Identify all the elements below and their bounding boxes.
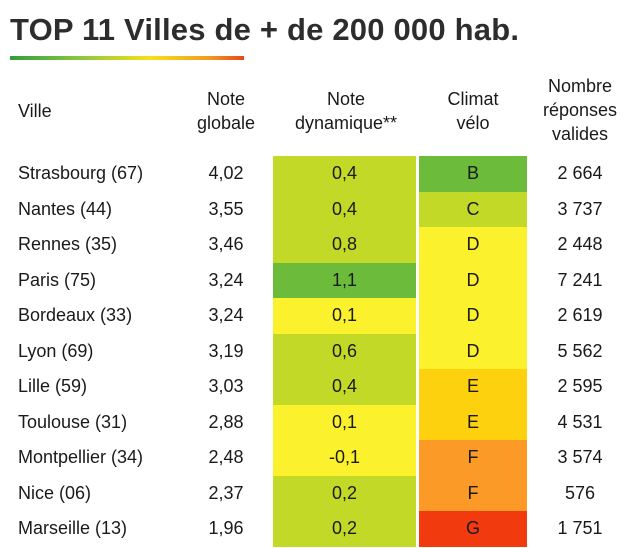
header-ville: Ville — [18, 101, 52, 121]
cell-ville: Nantes (44) — [18, 198, 113, 219]
cell-nombre-reponses: 4 531 — [557, 411, 603, 432]
cell-ville: Rennes (35) — [18, 234, 118, 254]
table-row: Montpellier (34) 2,48 -0,1 F 3 574 — [0, 440, 638, 476]
cell-note-dynamique: 0,1 — [273, 298, 416, 334]
page-title: TOP 11 Villes de + de 200 000 hab. — [10, 12, 520, 47]
cell-note-dynamique: 0,4 — [273, 191, 416, 227]
cell-note-dynamique: -0,1 — [273, 440, 416, 476]
cell-nombre-reponses: 2 664 — [557, 163, 603, 183]
cell-climat-velo: C — [419, 191, 527, 227]
cell-ville: Marseille (13) — [18, 518, 128, 538]
cell-nombre-reponses: 2 448 — [557, 234, 603, 254]
cell-ville: Strasbourg (67) — [18, 163, 144, 183]
table-row: Bordeaux (33) 3,24 0,1 D 2 619 — [0, 298, 638, 334]
cell-nombre-reponses: 576 — [564, 482, 596, 503]
table-row: Rennes (35) 3,46 0,8 D 2 448 — [0, 227, 638, 263]
header-climat-velo-line2: vélo — [456, 113, 490, 133]
table-row: Paris (75) 3,24 1,1 D 7 241 — [0, 262, 638, 298]
title-gradient-bar — [10, 56, 244, 60]
cell-note-dynamique: 0,1 — [273, 404, 416, 440]
cell-climat-velo: D — [419, 333, 527, 369]
cell-nombre-reponses: 1 751 — [557, 518, 603, 538]
cell-note-dynamique: 0,2 — [273, 511, 416, 547]
header-climat-velo-line1: Climat — [447, 89, 499, 109]
cell-climat-velo: F — [419, 475, 527, 511]
cell-ville: Montpellier (34) — [18, 447, 144, 467]
cell-note-dynamique: 0,6 — [273, 333, 416, 369]
cell-note-globale: 2,88 — [208, 411, 244, 432]
header-note-dynamique: Note dynamique** — [276, 87, 416, 135]
cell-ville: Bordeaux (33) — [18, 305, 133, 325]
cell-note-globale: 2,37 — [208, 482, 244, 503]
table-row: Marseille (13) 1,96 0,2 G 1 751 — [0, 511, 638, 547]
table-row: Nice (06) 2,37 0,2 F 576 — [0, 475, 638, 511]
cell-climat-velo: E — [419, 369, 527, 405]
table-row: Toulouse (31) 2,88 0,1 E 4 531 — [0, 404, 638, 440]
header-note-globale-line1: Note — [206, 89, 246, 109]
header-nombre-line3: valides — [551, 124, 609, 144]
header-nombre-line1: Nombre — [547, 76, 613, 96]
cell-ville: Paris (75) — [18, 269, 97, 290]
header-nombre-reponses: Nombre réponses valides — [530, 74, 630, 146]
cell-note-globale: 2,48 — [208, 447, 244, 467]
cell-note-globale: 3,24 — [208, 269, 244, 290]
cell-ville: Lille (59) — [18, 376, 88, 396]
header-note-globale-line2: globale — [196, 113, 256, 133]
cell-note-globale: 3,03 — [208, 376, 244, 396]
cell-note-globale: 3,46 — [208, 234, 244, 254]
cell-nombre-reponses: 2 619 — [557, 305, 603, 325]
table-row: Strasbourg (67) 4,02 0,4 B 2 664 — [0, 156, 638, 192]
cell-climat-velo: F — [419, 440, 527, 476]
table-row: Nantes (44) 3,55 0,4 C 3 737 — [0, 191, 638, 227]
cell-climat-velo: G — [419, 511, 527, 547]
cell-note-dynamique: 0,8 — [273, 227, 416, 263]
header-note-dynamique-line2: dynamique** — [294, 113, 398, 133]
cell-nombre-reponses: 3 737 — [557, 198, 603, 219]
cell-note-dynamique: 0,2 — [273, 475, 416, 511]
cell-ville: Toulouse (31) — [18, 411, 128, 432]
cell-note-dynamique: 0,4 — [273, 156, 416, 192]
header-note-dynamique-line1: Note — [326, 89, 366, 109]
cell-note-globale: 3,19 — [208, 340, 244, 361]
cell-note-dynamique: 1,1 — [273, 262, 416, 298]
cell-climat-velo: D — [419, 298, 527, 334]
cell-climat-velo: B — [419, 156, 527, 192]
cell-nombre-reponses: 3 574 — [557, 447, 603, 467]
table-row: Lille (59) 3,03 0,4 E 2 595 — [0, 369, 638, 405]
ranking-table: Strasbourg (67) 4,02 0,4 B 2 664 Nantes (44) 3… — [0, 156, 638, 547]
cell-climat-velo: D — [419, 262, 527, 298]
cell-ville: Nice (06) — [18, 482, 92, 503]
cell-nombre-reponses: 5 562 — [557, 340, 603, 361]
cell-nombre-reponses: 2 595 — [557, 376, 603, 396]
table-row: Lyon (69) 3,19 0,6 D 5 562 — [0, 333, 638, 369]
cell-note-globale: 3,24 — [208, 305, 244, 325]
cell-note-globale: 3,55 — [208, 198, 244, 219]
cell-climat-velo: E — [419, 404, 527, 440]
cell-ville: Lyon (69) — [18, 340, 94, 361]
cell-note-globale: 4,02 — [208, 163, 244, 183]
header-climat-velo: Climat vélo — [420, 87, 526, 135]
header-nombre-line2: réponses — [542, 100, 618, 120]
header-note-globale: Note globale — [186, 87, 266, 135]
cell-nombre-reponses: 7 241 — [557, 269, 603, 290]
cell-climat-velo: D — [419, 227, 527, 263]
cell-note-dynamique: 0,4 — [273, 369, 416, 405]
cell-note-globale: 1,96 — [208, 518, 244, 538]
